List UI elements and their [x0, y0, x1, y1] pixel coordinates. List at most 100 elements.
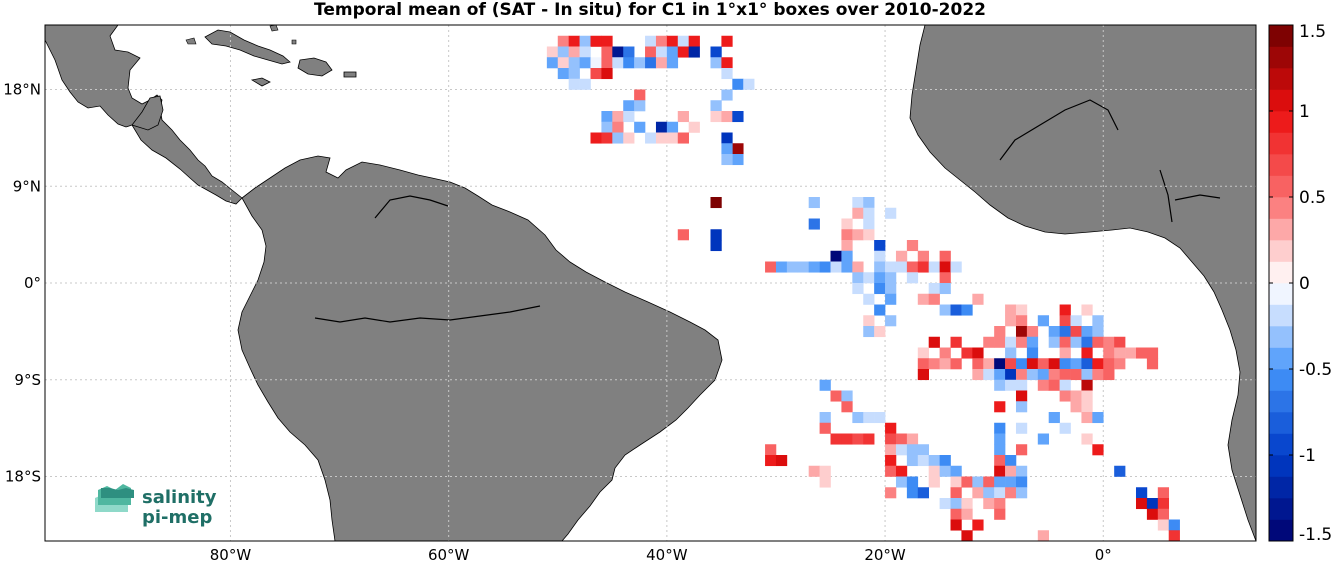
data-cell [906, 240, 919, 252]
land-jamaica [250, 77, 271, 87]
data-cell [906, 433, 919, 445]
data-cell [1015, 422, 1028, 434]
data-cell [590, 35, 602, 47]
data-cell [819, 379, 831, 391]
data-cell [1081, 304, 1093, 316]
data-cell [928, 293, 940, 305]
data-cell [950, 336, 962, 348]
data-cell [1081, 390, 1093, 402]
colorbar-level [1269, 175, 1293, 198]
data-cell [1048, 412, 1060, 424]
data-cell [677, 46, 689, 58]
data-cell [830, 250, 842, 262]
data-cell [721, 132, 733, 144]
data-cell [1059, 336, 1071, 348]
land-puerto-rico [343, 71, 357, 78]
data-cell [895, 250, 908, 262]
data-cell [994, 369, 1006, 381]
y-tick-label: 0° [24, 274, 41, 292]
data-cell [874, 412, 886, 424]
y-tick-label: 18°S [5, 468, 41, 486]
data-cell [885, 422, 897, 434]
colorbar-level [1269, 455, 1293, 477]
data-cell [819, 412, 831, 424]
data-cell [917, 487, 930, 499]
data-cell [939, 347, 951, 359]
data-cell [1146, 498, 1159, 510]
river-orinoco [374, 195, 449, 219]
data-cell [1081, 369, 1093, 381]
data-cell [1092, 369, 1104, 381]
data-cell [579, 78, 591, 90]
data-cell [1135, 347, 1148, 359]
data-cell [1070, 390, 1082, 402]
colorbar: 1.5 1 0.5 0 -0.5 -1 -1.5 [1268, 22, 1332, 545]
data-cell [546, 46, 559, 58]
data-cell [808, 197, 820, 209]
data-cell [721, 35, 733, 47]
data-cell [1015, 336, 1028, 348]
data-cell [994, 444, 1006, 456]
data-cell [1026, 347, 1039, 359]
data-cell [983, 336, 995, 348]
data-cell [819, 422, 831, 434]
data-cell [983, 498, 995, 510]
data-cell [655, 35, 668, 47]
data-cell [1092, 336, 1104, 348]
data-cell [928, 358, 940, 370]
data-cell [852, 197, 864, 209]
data-cell [994, 465, 1006, 477]
data-cell [666, 35, 679, 47]
data-cell [885, 293, 897, 305]
data-cells [546, 35, 1180, 542]
data-cell [568, 46, 580, 58]
data-cell [732, 154, 744, 166]
data-cell [1092, 315, 1104, 327]
data-cell [666, 46, 679, 58]
data-cell [1026, 358, 1039, 370]
data-cell [590, 68, 602, 80]
data-cell [710, 111, 722, 123]
data-cell [786, 261, 799, 273]
data-cell [1070, 326, 1082, 338]
data-cell [1015, 326, 1028, 338]
chart-title: Temporal mean of (SAT - In situ) for C1 … [314, 0, 986, 20]
data-cell [775, 261, 788, 273]
data-cell [710, 57, 722, 69]
data-cell [939, 283, 951, 295]
data-cell [950, 261, 962, 273]
data-cell [1070, 336, 1082, 348]
data-cell [917, 369, 930, 381]
data-cell [928, 465, 940, 477]
data-cell [1048, 379, 1060, 391]
data-cell [634, 57, 646, 69]
data-cell [885, 283, 897, 295]
data-cell [666, 132, 679, 144]
data-cell [863, 207, 875, 219]
data-cell [852, 433, 864, 445]
data-cell [819, 261, 831, 273]
x-tick-label: 80°W [210, 546, 252, 564]
logo-text-salinity: salinity [142, 487, 217, 508]
salinity-pi-mep-logo: salinity pi-mep [95, 484, 217, 528]
data-cell [983, 358, 995, 370]
data-cell [885, 465, 897, 477]
data-cell [1070, 401, 1082, 413]
data-cell [1005, 369, 1017, 381]
data-cell [1081, 358, 1093, 370]
data-cell [917, 358, 930, 370]
data-cell [928, 261, 940, 273]
data-cell [655, 57, 668, 69]
data-cell [1081, 347, 1093, 359]
data-cell [830, 261, 842, 273]
data-cell [765, 444, 777, 456]
data-cell [1081, 401, 1093, 413]
data-cell [710, 197, 722, 209]
data-cell [1092, 412, 1104, 424]
data-cell [601, 121, 613, 133]
data-cell [579, 57, 591, 69]
data-cell [939, 358, 951, 370]
data-cell [721, 111, 733, 123]
colorbar-tick-label: -0.5 [1299, 360, 1332, 380]
data-cell [765, 455, 777, 467]
